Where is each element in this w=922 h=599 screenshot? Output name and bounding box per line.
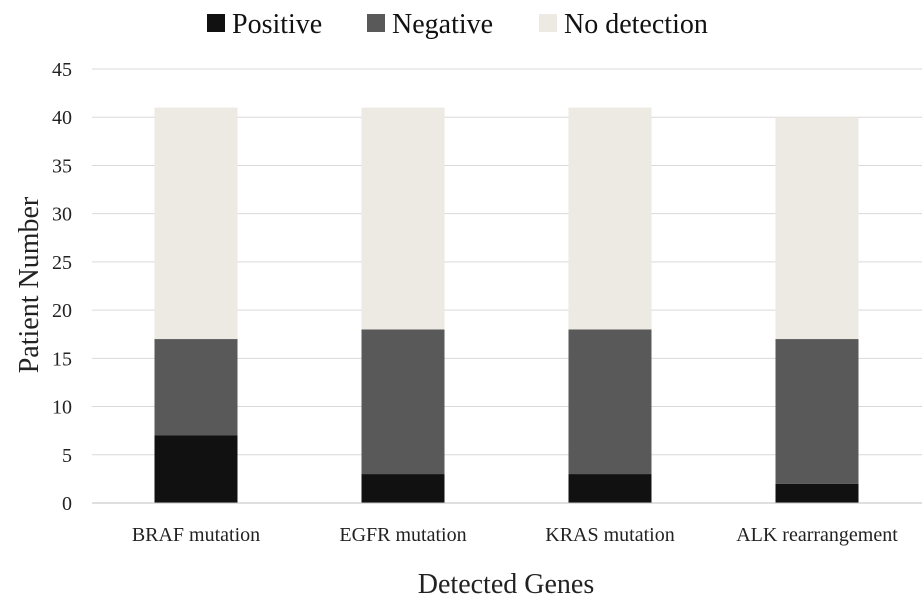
y-tick-label: 35: [52, 155, 72, 177]
bar-alk-rearrangement-positive: [775, 483, 859, 503]
y-tick-label: 10: [52, 397, 72, 419]
bar-braf-mutation-positive: [154, 435, 238, 503]
y-axis-title: Patient Number: [14, 196, 45, 373]
y-tick-label: 5: [62, 445, 72, 467]
bar-egfr-mutation-positive: [361, 474, 445, 503]
bar-egfr-mutation-negative: [361, 329, 445, 475]
bar-kras-mutation-negative: [568, 329, 652, 475]
legend-label-no-detection: No detection: [564, 9, 708, 40]
legend-swatch-no-detection: [539, 14, 557, 32]
x-tick-label: EGFR mutation: [339, 524, 466, 546]
bar-alk-rearrangement-no-detection: [775, 117, 859, 340]
bar-kras-mutation-positive: [568, 474, 652, 503]
bar-kras-mutation-no-detection: [568, 107, 652, 330]
bar-braf-mutation-no-detection: [154, 107, 238, 340]
x-axis-ticks: BRAF mutation EGFR mutation KRAS mutation A…: [132, 524, 898, 546]
y-tick-label: 30: [52, 204, 72, 226]
y-tick-label: 0: [62, 493, 72, 515]
x-tick-label: BRAF mutation: [132, 524, 260, 546]
legend-label-negative: Negative: [392, 9, 493, 40]
legend-swatch-negative: [367, 14, 385, 32]
bars: [154, 107, 859, 503]
y-tick-label: 25: [52, 252, 72, 274]
legend-label-positive: Positive: [232, 9, 322, 40]
bar-egfr-mutation-no-detection: [361, 107, 445, 330]
x-axis-title: Detected Genes: [418, 569, 594, 599]
bar-alk-rearrangement-negative: [775, 339, 859, 484]
x-tick-label: ALK rearrangement: [736, 524, 898, 546]
legend: Positive Negative No detection: [207, 9, 708, 40]
y-tick-label: 40: [52, 107, 72, 129]
y-tick-label: 15: [52, 348, 72, 370]
bar-braf-mutation-negative: [154, 339, 238, 436]
legend-swatch-positive: [207, 14, 225, 32]
y-tick-label: 45: [52, 59, 72, 81]
y-tick-label: 20: [52, 300, 72, 322]
y-axis-ticks: 0 5 10 15 20 25 30 35 40 45: [52, 59, 72, 515]
x-tick-label: KRAS mutation: [545, 524, 674, 546]
